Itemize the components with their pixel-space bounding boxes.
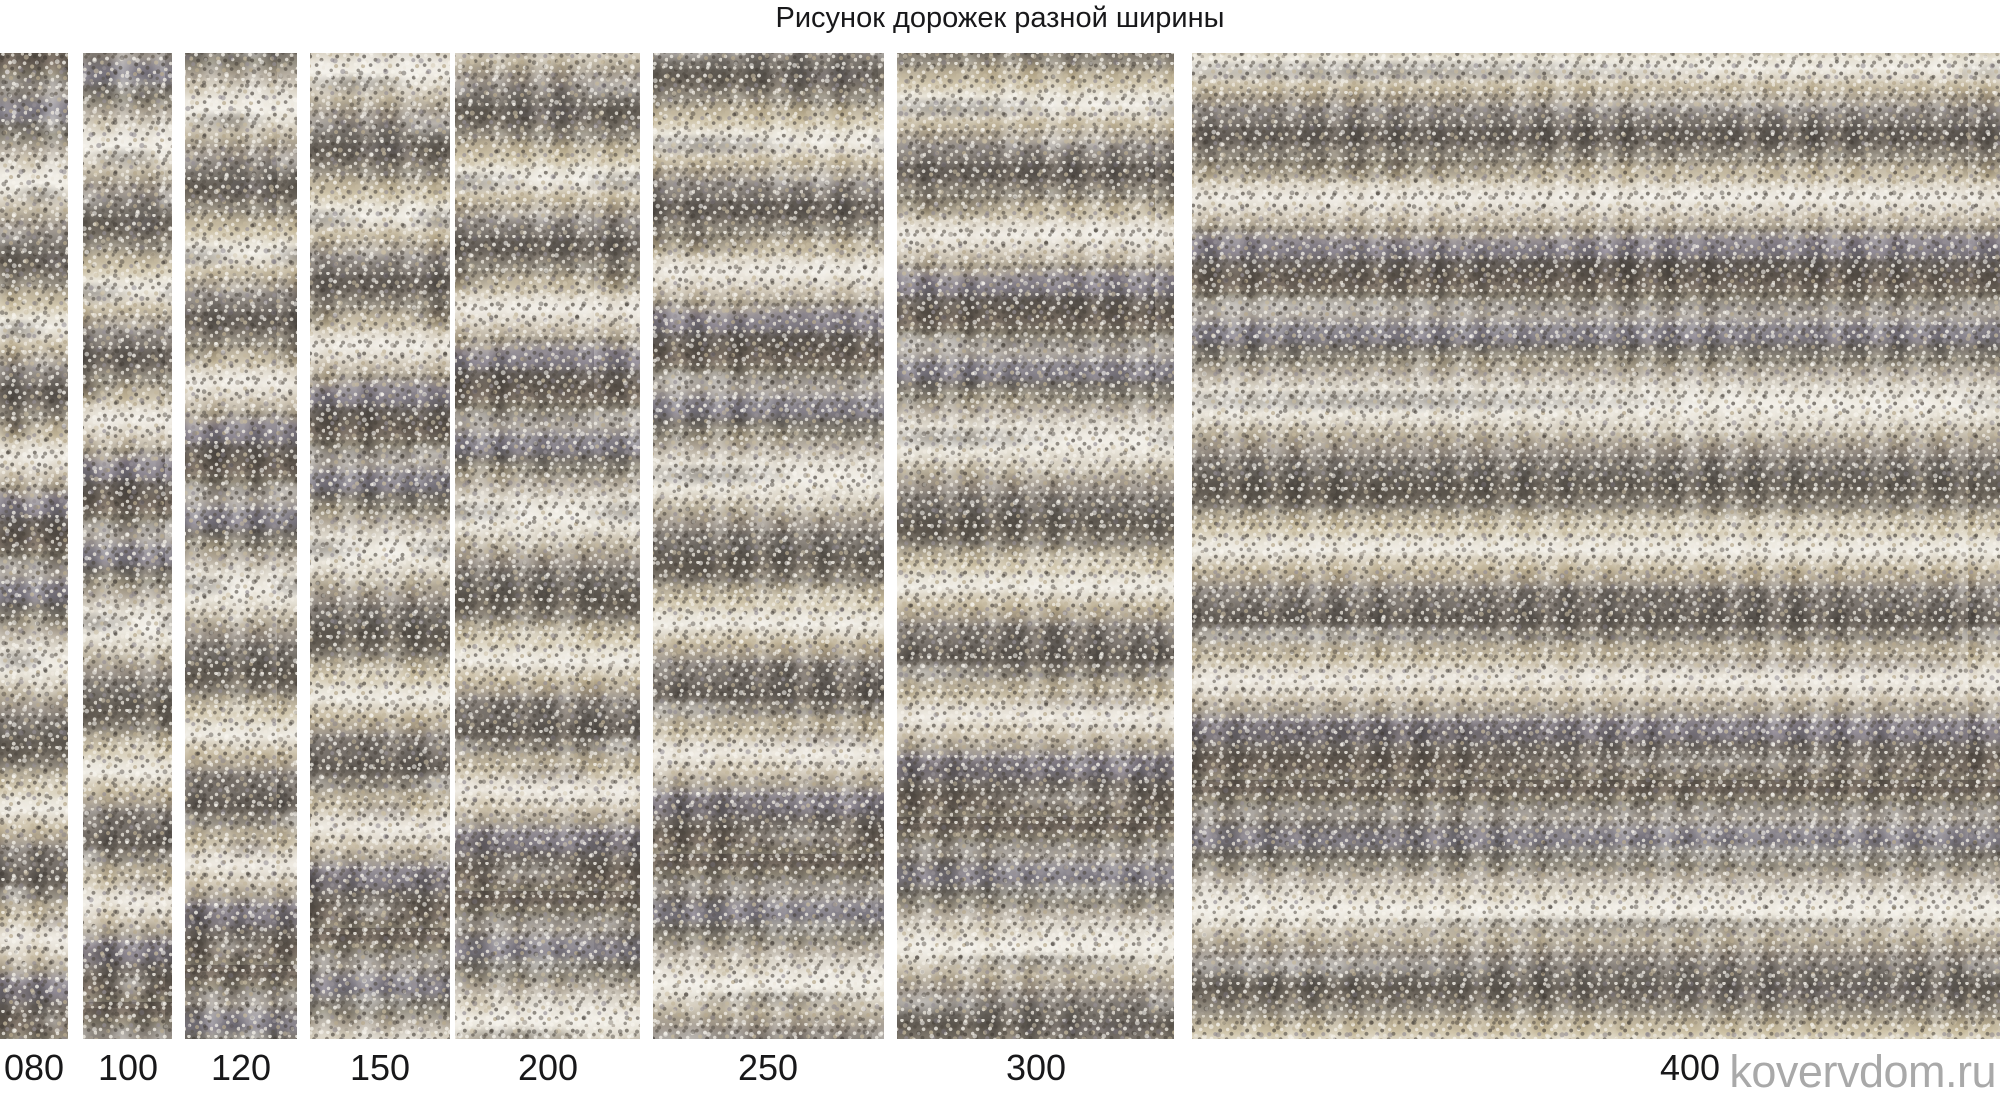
runner-texture [83, 53, 172, 1039]
runner-strip-200[interactable] [455, 53, 640, 1039]
runner-texture [1192, 53, 2000, 1039]
size-label-120: 120 [210, 1047, 272, 1088]
texture-layer-speck2 [83, 53, 172, 1039]
size-label-080: 080 [3, 1047, 65, 1088]
runner-texture [185, 53, 297, 1039]
size-label-300: 300 [1005, 1047, 1067, 1088]
texture-layer-speck2 [897, 53, 1174, 1039]
runner-texture [897, 53, 1174, 1039]
runner-strip-150[interactable] [310, 53, 450, 1039]
texture-layer-speck2 [653, 53, 884, 1039]
texture-layer-speck2 [1192, 53, 2000, 1039]
texture-layer-speck2 [455, 53, 640, 1039]
page-title: Рисунок дорожек разной ширины [775, 2, 1225, 34]
size-label-250: 250 [737, 1047, 799, 1088]
runner-strip-400[interactable] [1192, 53, 2000, 1039]
runner-texture [0, 53, 68, 1039]
runner-strip-300[interactable] [897, 53, 1174, 1039]
runner-texture [653, 53, 884, 1039]
texture-layer-speck2 [185, 53, 297, 1039]
runner-strip-120[interactable] [185, 53, 297, 1039]
site-watermark: kovervdom.ru [1729, 1046, 1996, 1097]
size-label-150: 150 [349, 1047, 411, 1088]
size-label-400: 400 [1659, 1047, 1721, 1088]
size-label-100: 100 [97, 1047, 159, 1088]
runner-strip-080[interactable] [0, 53, 68, 1039]
runner-strips-row [0, 53, 2000, 1039]
texture-layer-speck2 [0, 53, 68, 1039]
runner-texture [455, 53, 640, 1039]
runner-strip-250[interactable] [653, 53, 884, 1039]
runner-texture [310, 53, 450, 1039]
size-label-200: 200 [517, 1047, 579, 1088]
runner-strip-100[interactable] [83, 53, 172, 1039]
texture-layer-speck2 [310, 53, 450, 1039]
